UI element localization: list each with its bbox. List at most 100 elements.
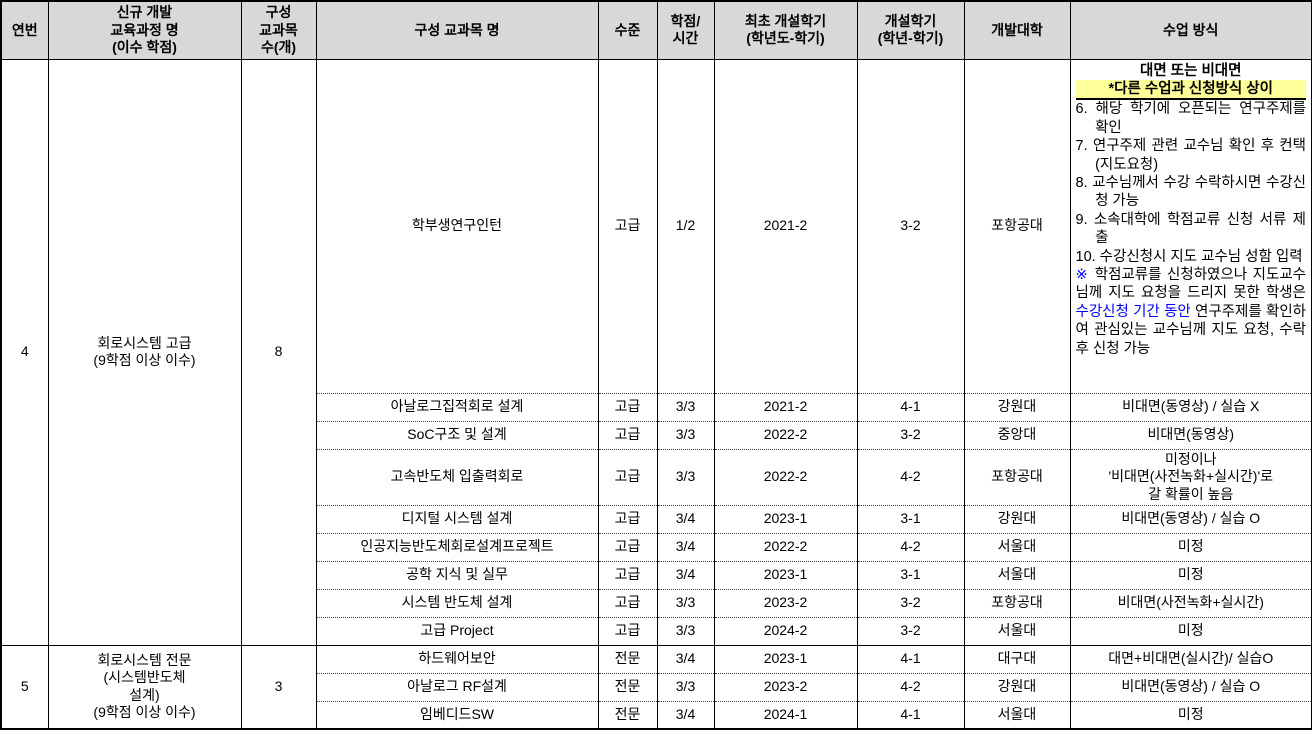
cell-level: 고급 <box>597 58 658 393</box>
cell-term: 4-1 <box>856 700 965 729</box>
cell-curriculum-name: 회로시스템 전문 (시스템반도체 설계) (9학점 이상 이수) <box>47 644 242 730</box>
table-header: 연번 신규 개발 교육과정 명 (이수 학점) 구성 교과목 수(개) 구성 교과목 … <box>0 1 1312 60</box>
cell-credits: 3/3 <box>656 672 715 701</box>
method-note: ※ 학점교류를 신청하였으나 지도교수님께 지도 요청을 드리지 못한 학생은 … <box>1076 266 1307 358</box>
course-row: 고급 Project 고급 3/3 2024-2 3-2 서울대 미정 <box>1 616 1312 645</box>
cell-level: 고급 <box>597 504 658 533</box>
cell-method: 미정 <box>1069 532 1312 561</box>
cell-course-count: 8 <box>240 58 317 646</box>
col-header-method: 수업 방식 <box>1069 1 1312 60</box>
cell-method: 비대면(동영상) / 실습 X <box>1069 392 1312 421</box>
cell-first-term: 2021-2 <box>713 58 858 393</box>
cell-method: 비대면(사전녹화+실시간) <box>1069 588 1312 617</box>
method-title: 대면 또는 비대면 <box>1140 62 1242 79</box>
cell-term: 3-2 <box>856 58 965 393</box>
cell-course-name: 디지털 시스템 설계 <box>315 504 599 533</box>
cell-univ: 서울대 <box>963 532 1071 561</box>
cell-first-term: 2023-1 <box>713 644 858 673</box>
method-note-blue-text: 수강신청 기간 동안 <box>1075 303 1191 320</box>
cell-first-term: 2023-1 <box>713 560 858 589</box>
cell-level: 전문 <box>597 672 658 701</box>
cell-course-name: 인공지능반도체회로설계프로젝트 <box>315 532 599 561</box>
cell-credits: 3/3 <box>656 448 715 505</box>
cell-curriculum-name: 회로시스템 고급 (9학점 이상 이수) <box>47 58 242 646</box>
cell-course-name: 공학 지식 및 실무 <box>315 560 599 589</box>
cell-course-name: 시스템 반도체 설계 <box>315 588 599 617</box>
cell-method: 대면+비대면(실시간)/ 실습O <box>1069 644 1312 673</box>
cell-first-term: 2023-2 <box>713 588 858 617</box>
cell-course-name: 하드웨어보안 <box>315 644 599 673</box>
col-header-no: 연번 <box>0 1 49 60</box>
cell-credits: 3/3 <box>656 420 715 449</box>
course-row: 디지털 시스템 설계 고급 3/4 2023-1 3-1 강원대 비대면(동영상) / 실습… <box>1 504 1312 533</box>
cell-credits: 3/4 <box>656 644 715 673</box>
course-row: 시스템 반도체 설계 고급 3/3 2023-2 3-2 포항공대 비대면(사전녹화+실시간… <box>1 588 1312 617</box>
cell-univ: 강원대 <box>963 504 1071 533</box>
cell-term: 4-2 <box>856 448 965 505</box>
cell-level: 고급 <box>597 560 658 589</box>
cell-univ: 서울대 <box>963 560 1071 589</box>
cell-first-term: 2022-2 <box>713 448 858 505</box>
cell-first-term: 2022-2 <box>713 420 858 449</box>
table-body: 4 회로시스템 고급 (9학점 이상 이수) 8 학부생연구인턴 고급 1/2 2021-2… <box>0 58 1312 730</box>
cell-univ: 강원대 <box>963 672 1071 701</box>
cell-level: 전문 <box>597 700 658 729</box>
cell-term: 3-2 <box>856 616 965 645</box>
cell-credits: 3/3 <box>656 392 715 421</box>
cell-univ: 서울대 <box>963 616 1071 645</box>
cell-level: 고급 <box>597 420 658 449</box>
cell-first-term: 2024-1 <box>713 700 858 729</box>
col-header-curriculum: 신규 개발 교육과정 명 (이수 학점) <box>47 1 242 60</box>
cell-course-name: 학부생연구인턴 <box>315 58 599 393</box>
cell-term: 4-2 <box>856 532 965 561</box>
method-step: 6. 해당 학기에 오픈되는 연구주제를 확인 <box>1075 101 1307 136</box>
course-table: 연번 신규 개발 교육과정 명 (이수 학점) 구성 교과목 수(개) 구성 교과목 … <box>0 0 1312 730</box>
cell-univ: 포항공대 <box>963 58 1071 393</box>
course-row: 임베디드SW 전문 3/4 2024-1 4-1 서울대 미정 <box>1 700 1312 729</box>
method-note-text: 연구주제를 확인하여 관심있는 교수님께 지도 요청, 수락 후 신청 가능 <box>1075 303 1307 357</box>
method-step: 10. 수강신청시 지도 교수님 성함 입력 <box>1075 248 1303 265</box>
course-row: 4 회로시스템 고급 (9학점 이상 이수) 8 학부생연구인턴 고급 1/2 2021-2… <box>0 58 1312 646</box>
method-note-blue-text: ※ <box>1075 266 1095 283</box>
cell-level: 고급 <box>597 448 658 505</box>
cell-term: 3-2 <box>856 420 965 449</box>
cell-credits: 3/3 <box>656 588 715 617</box>
col-header-term: 개설학기 (학년-학기) <box>856 1 965 60</box>
cell-course-name: 임베디드SW <box>315 700 599 729</box>
cell-first-term: 2021-2 <box>713 392 858 421</box>
cell-method: 비대면(동영상) / 실습 O <box>1069 672 1312 701</box>
cell-method-detail: 대면 또는 비대면 *다른 수업과 신청방식 상이 6. 해당 학기에 오픈되는 연… <box>1069 58 1312 393</box>
cell-course-name: 고급 Project <box>315 616 599 645</box>
course-row: 공학 지식 및 실무 고급 3/4 2023-1 3-1 서울대 미정 <box>1 560 1312 589</box>
col-header-first_term: 최초 개설학기 (학년도-학기) <box>713 1 858 60</box>
cell-course-count: 3 <box>240 644 317 730</box>
method-note-text: 학점교류를 신청하였으나 지도교수님께 지도 요청을 드리지 못한 학생은 <box>1075 266 1307 302</box>
cell-first-term: 2024-2 <box>713 616 858 645</box>
cell-first-term: 2023-1 <box>713 504 858 533</box>
cell-credits: 3/4 <box>656 560 715 589</box>
cell-credits: 3/3 <box>656 616 715 645</box>
cell-method: 미정 <box>1069 616 1312 645</box>
cell-course-name: 아날로그집적회로 설계 <box>315 392 599 421</box>
header-row: 연번 신규 개발 교육과정 명 (이수 학점) 구성 교과목 수(개) 구성 교과목 … <box>0 1 1312 60</box>
cell-term: 3-1 <box>856 560 965 589</box>
cell-univ: 중앙대 <box>963 420 1071 449</box>
method-step: 9. 소속대학에 학점교류 신청 서류 제출 <box>1075 211 1307 247</box>
col-header-univ: 개발대학 <box>963 1 1071 60</box>
course-row: SoC구조 및 설계 고급 3/3 2022-2 3-2 중앙대 비대면(동영상) <box>1 420 1312 449</box>
cell-method: 미정이나 '비대면(사전녹화+실시간)'로 갈 확률이 높음 <box>1069 448 1312 505</box>
cell-first-term: 2022-2 <box>713 532 858 561</box>
cell-method: 비대면(동영상) <box>1069 420 1312 449</box>
method-step: 7. 연구주제 관련 교수님 확인 후 컨택(지도요청) <box>1075 138 1307 173</box>
cell-credits: 3/4 <box>656 532 715 561</box>
cell-term: 3-1 <box>856 504 965 533</box>
cell-first-term: 2023-2 <box>713 672 858 701</box>
cell-group-no: 5 <box>0 644 49 730</box>
cell-group-no: 4 <box>0 58 49 646</box>
cell-term: 4-1 <box>856 392 965 421</box>
cell-level: 고급 <box>597 588 658 617</box>
course-row: 아날로그 RF설계 전문 3/3 2023-2 4-2 강원대 비대면(동영상) / 실습 … <box>1 672 1312 701</box>
course-row: 인공지능반도체회로설계프로젝트 고급 3/4 2022-2 4-2 서울대 미정 <box>1 532 1312 561</box>
cell-univ: 대구대 <box>963 644 1071 673</box>
